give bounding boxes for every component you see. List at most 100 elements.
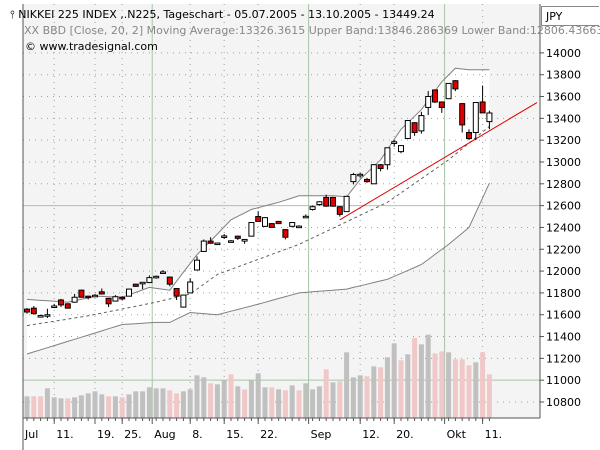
candle xyxy=(459,103,466,133)
candle xyxy=(126,288,132,297)
candle-body xyxy=(309,206,316,210)
candle xyxy=(71,293,78,303)
candle xyxy=(404,120,411,140)
candle-body xyxy=(364,178,370,183)
volume-bar xyxy=(432,353,438,418)
candle xyxy=(432,89,438,104)
volume-bar xyxy=(282,390,288,418)
candle-body xyxy=(98,291,105,295)
candle-body xyxy=(37,315,44,318)
candle-body xyxy=(275,220,282,225)
x-tick-label: 20. xyxy=(396,428,414,441)
candle xyxy=(248,222,255,237)
candle xyxy=(445,82,452,100)
candle-body xyxy=(44,314,51,317)
candle xyxy=(200,239,207,252)
volume-bar xyxy=(418,344,424,418)
candle-body xyxy=(153,275,160,279)
x-tick-label: Aug xyxy=(154,428,175,441)
volume-bar xyxy=(391,343,397,418)
volume-bar xyxy=(38,396,44,418)
candle xyxy=(241,238,248,244)
candle xyxy=(44,308,51,318)
candle xyxy=(255,211,262,222)
candle xyxy=(85,295,92,300)
x-tick-label: 12. xyxy=(362,428,380,441)
volume-bar xyxy=(425,334,431,418)
candle-body xyxy=(330,196,336,207)
volume-bar xyxy=(51,397,57,418)
x-tick-label: 11. xyxy=(485,428,503,441)
candlestick-icon: ⫯ xyxy=(10,8,15,21)
volume-bar xyxy=(201,377,207,418)
candle xyxy=(336,206,343,217)
candle-body xyxy=(248,222,255,237)
volume-bar xyxy=(446,352,452,418)
candle xyxy=(384,147,391,170)
volume-bar xyxy=(78,395,84,418)
candle xyxy=(78,289,85,298)
volume-bar xyxy=(486,374,492,418)
candle-body xyxy=(323,196,330,207)
volume-bar xyxy=(255,373,261,418)
volume-bar xyxy=(92,391,98,418)
volume-bar xyxy=(248,380,254,418)
candle-body xyxy=(398,145,404,153)
candle-body xyxy=(180,294,187,308)
candle-body xyxy=(377,164,384,170)
candle-body xyxy=(228,240,234,243)
candle-body xyxy=(139,281,146,285)
indicator-legend[interactable]: XX BBD [Close, 20, 2] Moving Average:133… xyxy=(24,24,600,37)
candle-body xyxy=(336,206,343,215)
volume-bar xyxy=(58,398,64,418)
y-tick-label: 12400 xyxy=(546,221,581,234)
volume-bar xyxy=(330,382,336,418)
volume-bar xyxy=(316,386,322,418)
candle xyxy=(289,221,296,228)
volume-bar xyxy=(466,365,472,418)
y-tick-label: 11000 xyxy=(546,374,581,387)
candle xyxy=(302,214,309,219)
candle xyxy=(24,308,30,314)
volume-bar xyxy=(174,393,180,418)
candle-body xyxy=(51,305,58,308)
candle-body xyxy=(282,229,289,238)
candle-body xyxy=(160,271,166,274)
candle xyxy=(411,122,418,136)
x-tick-label: Sep xyxy=(311,428,332,441)
candle-body xyxy=(146,277,153,284)
candle xyxy=(377,164,384,172)
candle xyxy=(30,305,37,315)
candle-body xyxy=(166,276,173,285)
volume-bar xyxy=(140,391,146,418)
volume-bar xyxy=(119,397,125,418)
candle-body xyxy=(207,240,214,244)
candle-body xyxy=(214,242,221,246)
volume-bar xyxy=(323,369,329,418)
bollinger-upper-band xyxy=(26,67,490,303)
candle-body xyxy=(221,235,228,238)
candle xyxy=(466,129,472,141)
volume-bar xyxy=(310,389,316,418)
candle xyxy=(51,303,58,309)
candle-body xyxy=(425,96,432,108)
y-tick-label: 11400 xyxy=(546,331,581,344)
candle-body xyxy=(384,147,391,166)
candle-body xyxy=(404,120,411,140)
candle-body xyxy=(187,281,194,294)
candle xyxy=(296,225,302,229)
candle xyxy=(92,293,98,298)
candle-body xyxy=(370,164,377,185)
candle xyxy=(173,287,180,300)
volume-bar xyxy=(350,377,356,418)
x-tick-label: Jul xyxy=(24,428,38,441)
candle xyxy=(425,91,432,116)
y-tick-label: 11800 xyxy=(546,287,581,300)
volume-bar xyxy=(459,359,465,418)
candle xyxy=(166,276,173,287)
candle xyxy=(316,201,323,206)
candle xyxy=(268,223,275,228)
candle-body xyxy=(132,283,139,287)
candle-body xyxy=(418,115,425,132)
